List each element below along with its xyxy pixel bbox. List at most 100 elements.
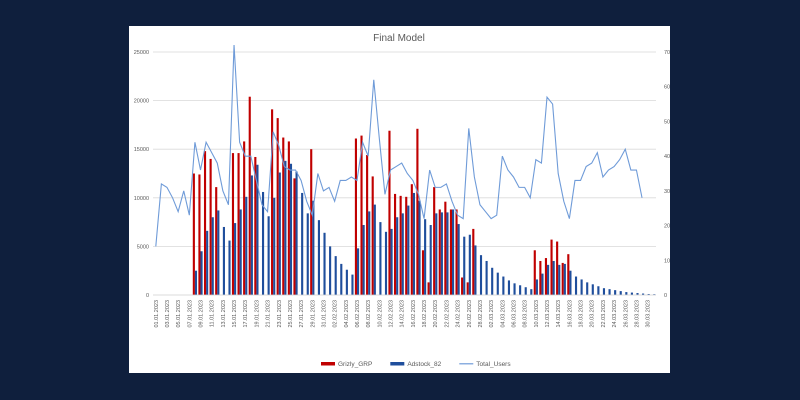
bar-grizly-grp — [254, 156, 257, 295]
bar-adstock-82 — [474, 245, 477, 295]
bar-adstock-82 — [524, 287, 527, 295]
x-tick-label: 05.01.2023 — [176, 300, 182, 328]
bar-adstock-82 — [261, 191, 265, 295]
bar-adstock-82 — [440, 212, 443, 295]
y-tick-label-right: 0 — [664, 293, 667, 299]
x-tick-label: 11.01.2023 — [210, 300, 216, 327]
x-tick-label: 24.02.2023 — [456, 300, 462, 328]
bar-adstock-82 — [228, 240, 231, 295]
x-tick-label: 28.02.2023 — [478, 300, 484, 328]
bar-adstock-82 — [222, 226, 225, 295]
bar-adstock-82 — [239, 209, 242, 295]
bar-adstock-82 — [317, 220, 320, 295]
bar-adstock-82 — [356, 248, 360, 295]
bar-grizly-grp — [287, 141, 290, 295]
bar-adstock-82 — [379, 222, 382, 295]
legend: Grizly_GRP Adstock_82 Total_Users — [321, 361, 511, 368]
x-tick-label: 30.03.2023 — [646, 300, 652, 328]
x-tick-label: 06.03.2023 — [511, 300, 517, 328]
bar-adstock-82 — [211, 217, 214, 295]
y-axis-left: 0 5000 10000 15000 20000 25000 — [134, 50, 149, 299]
bar-adstock-82 — [412, 192, 416, 295]
x-tick-label: 14.03.2023 — [556, 300, 562, 328]
bar-grizly-grp — [192, 173, 195, 295]
y-tick-label-right: 60 — [664, 85, 670, 91]
bar-grizly-grp — [533, 250, 536, 295]
x-tick-label: 16.02.2023 — [411, 300, 417, 328]
bar-adstock-82 — [597, 286, 600, 295]
y-axis-right: 0 10 20 30 40 50 60 70 — [664, 50, 670, 299]
x-tick-label: 07.01.2023 — [187, 300, 193, 328]
bar-adstock-82 — [323, 232, 326, 295]
x-tick-label: 04.02.2023 — [344, 300, 350, 328]
bar-grizly-grp — [427, 282, 430, 295]
x-tick-label: 02.02.2023 — [333, 300, 339, 328]
bar-grizly-grp — [231, 153, 235, 295]
bar-adstock-82 — [530, 289, 533, 295]
chart-title: Final Model — [373, 33, 425, 44]
bar-grizly-grp — [293, 178, 296, 295]
bar-adstock-82 — [619, 291, 622, 295]
bar-grizly-grp — [444, 201, 447, 295]
y-tick-label-right: 20 — [664, 224, 670, 230]
bar-grizly-grp — [271, 109, 274, 296]
bar-grizly-grp — [556, 241, 559, 295]
bar-adstock-82 — [625, 292, 628, 295]
bar-grizly-grp — [354, 138, 357, 295]
x-tick-label: 26.02.2023 — [467, 300, 473, 328]
x-tick-label: 10.02.2023 — [377, 300, 383, 328]
bar-adstock-82 — [273, 197, 276, 295]
bar-adstock-82 — [541, 273, 544, 295]
bar-adstock-82 — [340, 263, 343, 295]
bar-adstock-82 — [485, 260, 488, 295]
bar-adstock-82 — [496, 272, 499, 295]
legend-swatch — [390, 362, 405, 366]
bar-grizly-grp — [466, 282, 469, 295]
x-tick-label: 20.02.2023 — [433, 300, 439, 328]
bar-adstock-82 — [602, 288, 606, 295]
bar-grizly-grp — [461, 277, 464, 295]
bar-grizly-grp — [550, 239, 553, 295]
bar-grizly-grp — [539, 260, 542, 295]
bar-adstock-82 — [194, 270, 198, 295]
bar-grizly-grp — [561, 262, 564, 295]
bar-adstock-82 — [446, 212, 449, 295]
x-tick-label: 22.02.2023 — [444, 300, 450, 328]
bar-adstock-82 — [563, 263, 566, 295]
x-tick-label: 26.03.2023 — [623, 300, 629, 328]
x-tick-label: 25.01.2023 — [288, 300, 294, 328]
bar-adstock-82 — [630, 292, 633, 295]
x-tick-label: 28.03.2023 — [634, 300, 640, 328]
x-tick-label: 12.03.2023 — [545, 300, 551, 328]
bar-adstock-82 — [429, 225, 432, 295]
x-tick-label: 18.03.2023 — [579, 300, 585, 328]
bar-adstock-82 — [390, 228, 393, 295]
bar-adstock-82 — [396, 217, 399, 295]
y-tick-label-left: 20000 — [134, 99, 149, 105]
bar-grizly-grp — [421, 250, 425, 295]
x-tick-label: 08.02.2023 — [366, 300, 372, 328]
bar-adstock-82 — [580, 279, 583, 295]
bar-adstock-82 — [245, 196, 248, 295]
bar-adstock-82 — [312, 200, 315, 295]
x-tick-label: 03.01.2023 — [165, 300, 171, 328]
x-tick-label: 14.02.2023 — [400, 300, 406, 328]
bar-grizly-grp — [371, 176, 374, 295]
y-tick-label-left: 5000 — [137, 244, 149, 250]
bar-adstock-82 — [574, 276, 578, 295]
bar-grizly-grp — [203, 151, 207, 295]
bar-adstock-82 — [384, 231, 388, 295]
bar-adstock-82 — [535, 279, 538, 295]
bar-adstock-82 — [329, 246, 332, 295]
bar-adstock-82 — [418, 200, 421, 295]
bar-grizly-grp — [449, 209, 453, 295]
bar-adstock-82 — [586, 282, 589, 295]
bar-adstock-82 — [267, 216, 270, 295]
bar-adstock-82 — [351, 274, 354, 295]
x-tick-label: 08.03.2023 — [523, 300, 529, 328]
y-tick-label-right: 10 — [664, 258, 670, 264]
bar-adstock-82 — [256, 164, 259, 295]
y-tick-label-left: 15000 — [134, 147, 149, 153]
bar-adstock-82 — [345, 269, 348, 295]
bar-adstock-82 — [295, 171, 298, 295]
